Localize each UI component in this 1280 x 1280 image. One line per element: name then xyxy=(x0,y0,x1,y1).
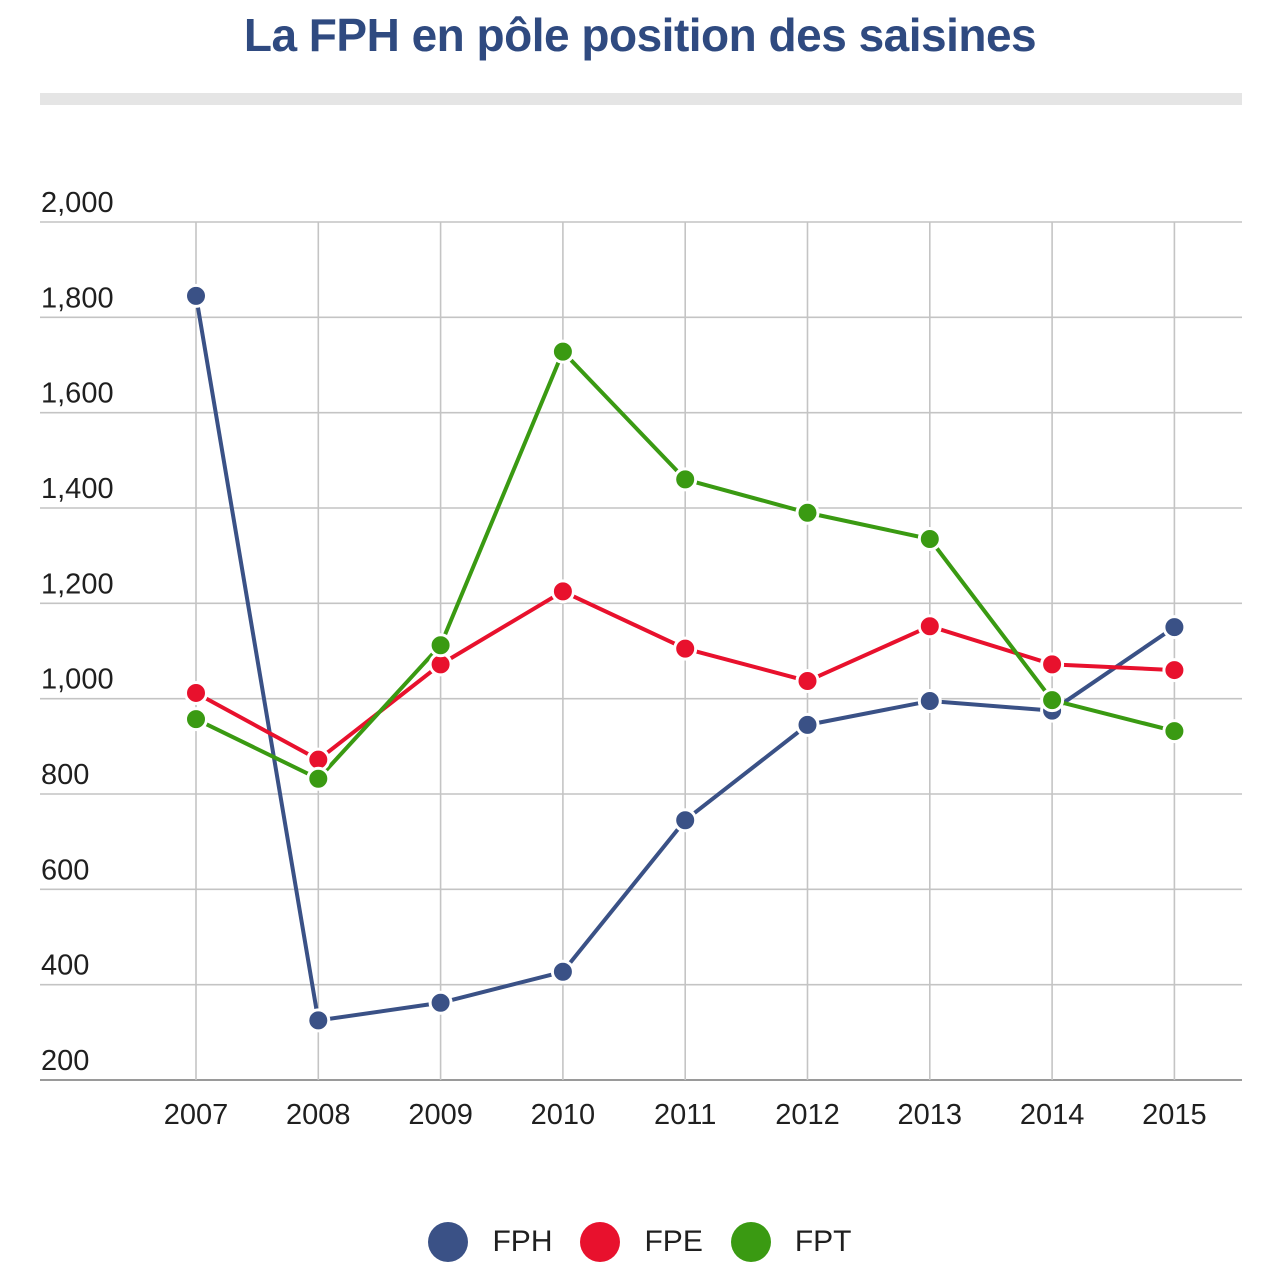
data-point-fph-2007 xyxy=(184,283,208,308)
data-point-fph-2011 xyxy=(673,808,698,833)
legend-item-fpe: FPE xyxy=(580,1222,703,1262)
data-point-fpe-2010 xyxy=(550,579,575,604)
data-point-fpe-2015 xyxy=(1162,658,1187,683)
y-tick-label: 2,000 xyxy=(41,187,114,219)
y-tick-label: 1,800 xyxy=(41,282,114,314)
x-axis-labels: 2007 2008 2009 2010 2011 2012 2013 2014 2015 xyxy=(164,1099,1207,1131)
data-point-fpt-2011 xyxy=(673,467,698,492)
legend-swatch-fph xyxy=(428,1222,469,1262)
y-tick-label: 800 xyxy=(41,759,89,791)
legend-item-fph: FPH xyxy=(428,1222,552,1262)
legend-swatch-fpt xyxy=(730,1222,771,1262)
y-tick-label: 600 xyxy=(41,854,89,886)
data-point-fph-2010 xyxy=(550,959,575,984)
x-tick-label: 2013 xyxy=(898,1099,963,1131)
data-point-fpt-2009 xyxy=(428,633,453,658)
legend-item-fpt: FPT xyxy=(730,1222,852,1262)
data-point-fph-2008 xyxy=(306,1008,331,1033)
x-tick-label: 2015 xyxy=(1142,1099,1207,1131)
y-axis-labels: 200 400 600 800 1,000 1,200 1,400 1,600 1,800 2,0… xyxy=(41,187,114,1077)
title-divider xyxy=(40,93,1242,105)
y-tick-label: 1,400 xyxy=(41,473,114,505)
data-point-fpe-2013 xyxy=(917,614,942,639)
data-point-fpt-2014 xyxy=(1040,688,1065,713)
legend-label-fpt: FPT xyxy=(794,1225,852,1258)
data-point-fpe-2007 xyxy=(184,680,208,705)
y-tick-label: 1,600 xyxy=(41,378,114,410)
data-point-fpt-2015 xyxy=(1162,719,1187,744)
data-point-fph-2009 xyxy=(428,990,453,1015)
chart-title: La FPH en pôle position des saisines xyxy=(243,9,1037,61)
data-point-fph-2015 xyxy=(1162,615,1187,640)
data-point-fpt-2013 xyxy=(917,526,942,551)
data-point-fpe-2011 xyxy=(673,636,698,661)
data-point-fph-2013 xyxy=(917,689,942,714)
x-tick-label: 2007 xyxy=(164,1099,229,1131)
grid xyxy=(40,221,1242,1081)
y-tick-label: 200 xyxy=(41,1045,89,1077)
data-point-fpt-2010 xyxy=(550,339,575,364)
x-tick-label: 2012 xyxy=(775,1099,840,1131)
y-tick-label: 1,200 xyxy=(41,568,114,600)
legend-label-fph: FPH xyxy=(492,1225,553,1258)
data-point-fph-2012 xyxy=(795,712,820,737)
x-tick-label: 2009 xyxy=(408,1099,473,1131)
y-tick-label: 1,000 xyxy=(41,664,114,696)
x-tick-label: 2011 xyxy=(654,1099,716,1131)
legend-label-fpe: FPE xyxy=(644,1225,703,1258)
data-point-fpe-2014 xyxy=(1040,652,1065,677)
x-tick-label: 2010 xyxy=(531,1099,596,1131)
legend-swatch-fpe xyxy=(580,1222,621,1262)
x-tick-label: 2008 xyxy=(286,1099,351,1131)
x-tick-label: 2014 xyxy=(1020,1099,1085,1131)
data-point-fpt-2007 xyxy=(184,707,208,732)
data-point-fpt-2012 xyxy=(795,500,820,525)
data-point-fpt-2008 xyxy=(306,766,331,791)
series-points xyxy=(184,283,1187,1033)
data-point-fpe-2012 xyxy=(795,669,820,694)
legend: FPH FPE FPT xyxy=(0,1222,1280,1262)
y-tick-label: 400 xyxy=(41,950,89,982)
